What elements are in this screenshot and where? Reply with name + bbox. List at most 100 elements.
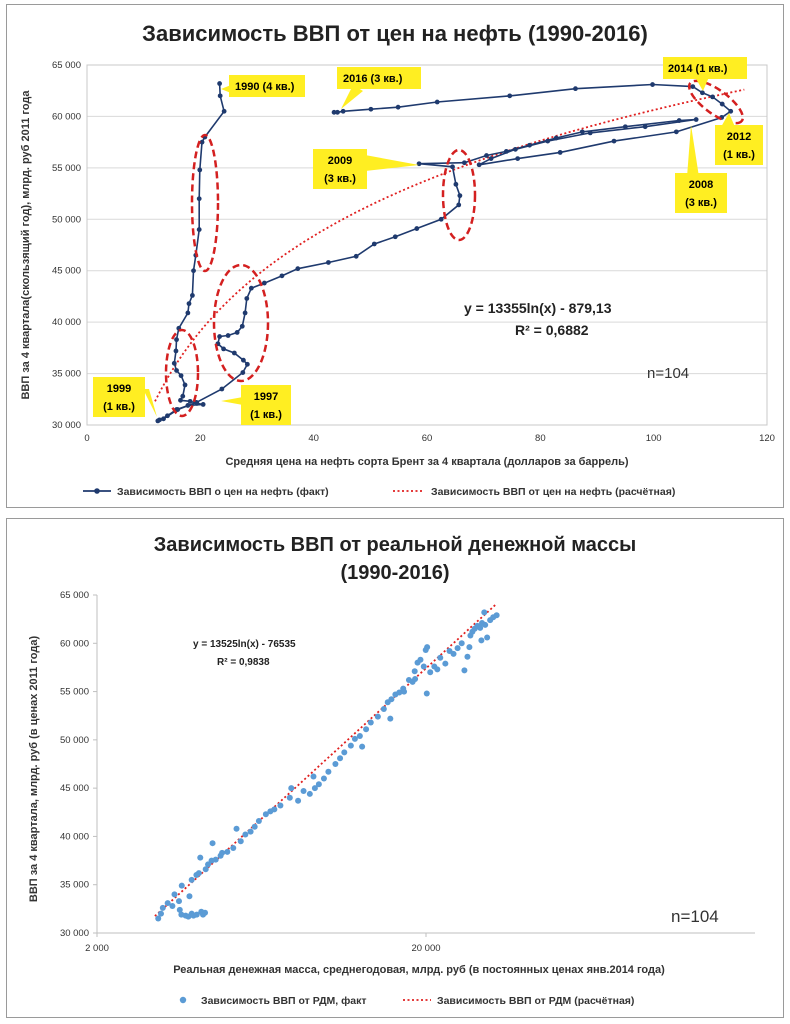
chart1-data-point bbox=[171, 360, 177, 366]
callout-1997: 1997 (1 кв.) bbox=[221, 385, 291, 425]
money-supply-chart-panel: Зависимость ВВП от реальной денежной мас… bbox=[6, 518, 784, 1018]
chart1-x-ticks: 0 20 40 60 80 100 120 bbox=[84, 433, 775, 444]
chart1-data-point bbox=[161, 416, 166, 422]
chart1-data-point bbox=[434, 99, 440, 105]
chart1-x-tick-label: 60 bbox=[422, 433, 433, 444]
callout-2016: 2016 (3 кв.) bbox=[337, 67, 421, 109]
chart1-data-point bbox=[353, 253, 359, 259]
chart1-data-point bbox=[261, 280, 267, 286]
chart1-data-point bbox=[587, 130, 593, 136]
chart2-data-point bbox=[437, 654, 444, 661]
chart2-data-point bbox=[255, 817, 262, 824]
chart2-y-tick-label: 55 000 bbox=[60, 687, 89, 698]
callout-2016-text: 2016 (3 кв.) bbox=[343, 73, 403, 85]
chart2-data-point bbox=[356, 732, 363, 739]
ellipse-1990s-top bbox=[190, 133, 220, 273]
chart2-data-point bbox=[209, 840, 216, 847]
chart1-r2: R² = 0,6882 bbox=[515, 322, 589, 338]
chart1-data-point bbox=[231, 350, 237, 356]
chart2-data-point bbox=[164, 900, 171, 907]
chart1-data-point bbox=[456, 202, 462, 208]
chart2-data-point bbox=[412, 676, 419, 683]
chart1-y-tick-label: 30 000 bbox=[52, 420, 81, 431]
chart2-data-point bbox=[195, 870, 202, 877]
chart2-y-axis-title: ВВП за 4 квартала, млрд. руб (в ценах 20… bbox=[28, 636, 40, 903]
chart2-data-point bbox=[277, 802, 284, 809]
chart1-data-point bbox=[650, 82, 655, 87]
chart1-y-tick-label: 40 000 bbox=[52, 317, 81, 328]
chart2-data-point bbox=[230, 845, 237, 852]
chart1-data-point bbox=[335, 109, 340, 115]
chart1-data-point bbox=[244, 361, 250, 367]
chart1-fact-line bbox=[157, 83, 733, 422]
chart1-data-point bbox=[279, 273, 285, 279]
oil-price-chart: Зависимость ВВП от цен на нефть (1990-20… bbox=[20, 21, 775, 498]
chart2-y-tick-label: 60 000 bbox=[60, 638, 89, 649]
chart1-data-point bbox=[503, 149, 509, 154]
chart1-data-point bbox=[197, 167, 203, 173]
callout-1990-text: 1990 (4 кв.) bbox=[235, 81, 295, 93]
chart2-data-point bbox=[171, 891, 178, 898]
chart2-data-point bbox=[233, 825, 240, 832]
chart1-plot-area bbox=[86, 64, 768, 426]
chart1-data-point bbox=[185, 403, 191, 408]
chart1-data-point bbox=[196, 227, 202, 232]
callout-1999: 1999 (1 кв.) bbox=[93, 377, 157, 417]
chart2-data-point bbox=[484, 634, 491, 641]
chart1-data-point bbox=[175, 407, 181, 412]
chart2-data-point bbox=[212, 856, 219, 863]
chart1-x-tick-label: 120 bbox=[759, 433, 775, 444]
chart1-data-point bbox=[513, 146, 518, 152]
oil-price-chart-panel: Зависимость ВВП от цен на нефть (1990-20… bbox=[6, 4, 784, 508]
callout-2009-text: 2009 bbox=[328, 155, 352, 167]
chart2-data-point bbox=[427, 669, 434, 676]
chart2-data-point bbox=[374, 713, 381, 720]
chart1-data-point bbox=[185, 310, 191, 316]
chart2-legend: Зависимость ВВП от РДМ, факт Зависимость… bbox=[179, 995, 634, 1007]
chart2-y-tick-label: 45 000 bbox=[60, 783, 89, 794]
chart2-data-point bbox=[477, 624, 484, 631]
callout-1999-text2: (1 кв.) bbox=[103, 401, 135, 413]
chart2-data-point bbox=[493, 612, 500, 619]
callout-1990: 1990 (4 кв.) bbox=[221, 75, 305, 97]
chart1-y-axis-title: ВВП за 4 квартала(скользящий год), млрд.… bbox=[20, 90, 32, 400]
chart1-data-point bbox=[219, 386, 225, 392]
chart1-data-point bbox=[331, 109, 337, 115]
chart2-x-ticks: 2 000 20 000 bbox=[85, 943, 440, 954]
chart1-data-point bbox=[239, 323, 245, 329]
chart2-data-point bbox=[325, 768, 332, 775]
chart2-data-point bbox=[175, 898, 182, 905]
callout-2012-text2: (1 кв.) bbox=[723, 149, 755, 161]
chart2-y-tick-label: 35 000 bbox=[60, 880, 89, 891]
chart1-data-point bbox=[690, 84, 696, 89]
chart2-data-point bbox=[464, 653, 471, 660]
callout-2014-text: 2014 (1 кв.) bbox=[668, 63, 728, 75]
chart1-data-point bbox=[676, 118, 682, 123]
money-supply-chart: Зависимость ВВП от реальной денежной мас… bbox=[28, 534, 755, 1007]
chart2-title-line1: Зависимость ВВП от реальной денежной мас… bbox=[154, 534, 636, 556]
chart2-data-point bbox=[186, 893, 193, 900]
legend1-fact-label: Зависимость ВВП о цен на нефть (факт) bbox=[117, 486, 329, 498]
chart2-grid bbox=[93, 594, 755, 937]
chart1-data-point bbox=[190, 293, 195, 298]
chart2-data-point bbox=[450, 650, 457, 657]
chart1-y-tick-label: 45 000 bbox=[52, 266, 81, 277]
chart1-data-point bbox=[515, 156, 521, 162]
chart2-data-point bbox=[434, 666, 441, 673]
chart2-data-point bbox=[237, 838, 244, 845]
chart1-data-point bbox=[326, 260, 331, 265]
chart1-data-point bbox=[225, 333, 231, 338]
chart1-legend: Зависимость ВВП о цен на нефть (факт) За… bbox=[83, 486, 675, 498]
chart1-data-point bbox=[700, 90, 705, 96]
chart2-data-point bbox=[188, 876, 195, 883]
callout-2009-text2: (3 кв.) bbox=[324, 173, 356, 185]
chart2-data-point bbox=[300, 788, 307, 795]
chart2-y-tick-label: 30 000 bbox=[60, 928, 89, 939]
chart1-data-point bbox=[295, 266, 301, 272]
callout-2009: 2009 (3 кв.) bbox=[313, 149, 419, 189]
chart2-data-point bbox=[454, 645, 461, 652]
chart2-data-point bbox=[155, 915, 162, 922]
chart2-data-point bbox=[388, 696, 395, 703]
chart1-data-point bbox=[155, 418, 161, 424]
chart2-data-point bbox=[159, 904, 166, 911]
